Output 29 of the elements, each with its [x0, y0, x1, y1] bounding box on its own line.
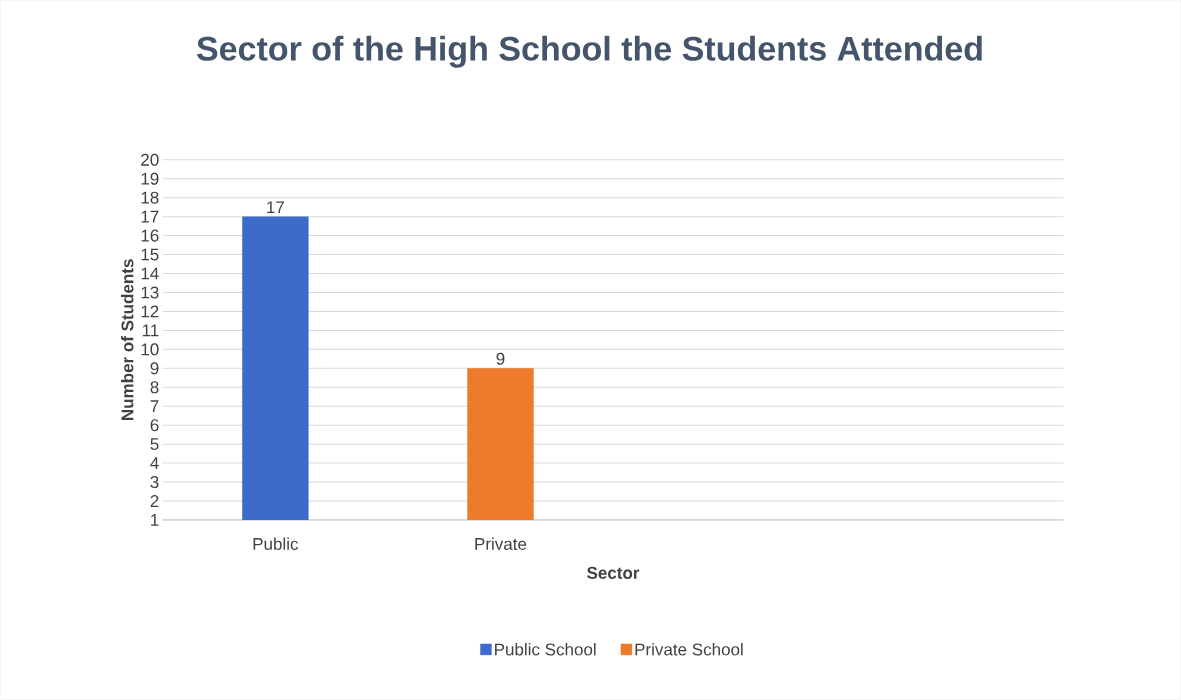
- x-tick-label: Public: [253, 537, 299, 551]
- y-tick-label: 10: [141, 343, 159, 356]
- y-tick-label: 2: [150, 495, 159, 508]
- y-tick-label: 19: [141, 172, 159, 185]
- y-tick-label: 8: [150, 381, 159, 394]
- y-tick-label: 16: [141, 229, 159, 242]
- data-label: 17: [267, 201, 284, 214]
- chart-title: Sector of the High School the Students Attended: [196, 35, 982, 68]
- y-tick-label: 20: [141, 153, 159, 166]
- data-label: 9: [496, 352, 505, 365]
- y-tick-label: 15: [141, 248, 159, 261]
- x-tick-label: Private: [475, 537, 527, 551]
- y-tick-label: 13: [141, 286, 159, 299]
- y-tick-label: 4: [150, 457, 159, 470]
- legend-label: Private School: [635, 643, 743, 656]
- legend-label: Public School: [495, 643, 596, 656]
- y-tick-label: 9: [150, 362, 159, 375]
- y-tick-label: 6: [150, 419, 159, 432]
- y-tick-label: 12: [141, 305, 159, 318]
- y-tick-label: 1: [151, 514, 159, 526]
- y-tick-label: 3: [150, 476, 159, 489]
- y-axis-title: Number of Students: [120, 259, 134, 421]
- y-tick-label: 11: [142, 324, 159, 337]
- y-tick-label: 14: [141, 267, 159, 280]
- y-tick-label: 7: [150, 400, 159, 413]
- y-tick-label: 18: [141, 191, 159, 204]
- x-axis-title: Sector: [587, 566, 640, 580]
- y-tick-label: 5: [150, 438, 159, 451]
- y-tick-label: 17: [141, 210, 159, 223]
